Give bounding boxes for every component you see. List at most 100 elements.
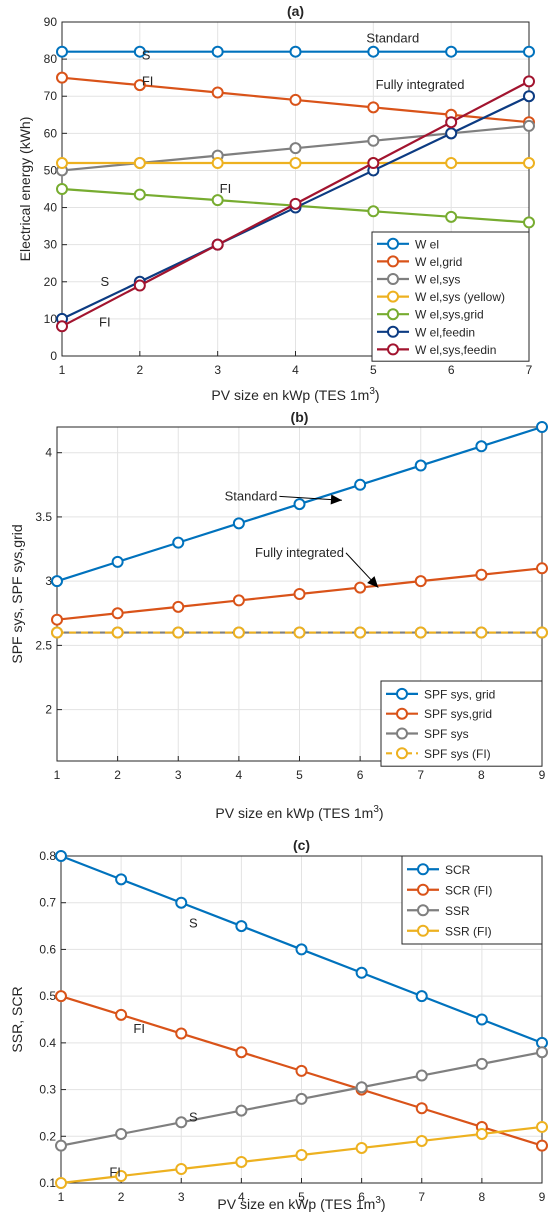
legend-swatch-marker	[417, 863, 429, 876]
x-tick-label: 4	[238, 1190, 245, 1204]
x-tick-label: 6	[448, 363, 455, 377]
data-point	[354, 581, 367, 594]
data-point	[536, 1120, 548, 1133]
data-point	[175, 1027, 188, 1040]
x-tick-label: 4	[236, 768, 243, 782]
data-point	[55, 850, 67, 862]
data-point	[111, 607, 124, 620]
data-point	[172, 626, 185, 639]
data-point	[414, 575, 427, 588]
y-tick-label: 50	[44, 163, 58, 177]
annotation: FI	[220, 181, 232, 196]
x-axis-label: PV size en kWp (TES 1m3)	[215, 804, 383, 821]
data-point	[523, 45, 535, 58]
data-point	[235, 1104, 248, 1117]
data-point	[115, 1008, 128, 1021]
y-tick-label: 60	[44, 126, 58, 140]
data-point	[355, 966, 368, 979]
data-point	[523, 216, 535, 229]
data-point	[414, 459, 427, 472]
legend-swatch-marker	[387, 308, 399, 321]
data-point	[51, 626, 63, 639]
x-tick-label: 8	[479, 1190, 486, 1204]
legend-swatch-marker	[396, 687, 408, 700]
x-tick-label: 3	[178, 1190, 185, 1204]
legend-swatch-marker	[417, 924, 429, 937]
data-point	[56, 320, 68, 333]
annotation: S	[189, 916, 198, 931]
data-point	[523, 157, 535, 170]
annotation: S	[100, 274, 109, 289]
data-point	[56, 157, 68, 170]
data-point	[133, 79, 146, 92]
x-tick-label: 5	[298, 1190, 305, 1204]
data-point	[56, 71, 68, 84]
data-point	[55, 1177, 67, 1189]
data-point	[211, 86, 224, 99]
data-point	[475, 1057, 488, 1070]
data-point	[133, 279, 146, 292]
data-point	[475, 568, 488, 581]
y-tick-label: 0.6	[39, 942, 56, 956]
data-point	[232, 517, 245, 530]
data-point	[523, 119, 535, 132]
x-tick-label: 2	[114, 768, 121, 782]
data-point	[415, 990, 428, 1003]
data-point	[367, 101, 380, 114]
legend-label: W el	[415, 237, 439, 251]
annotation: S	[142, 47, 151, 62]
data-point	[414, 626, 427, 639]
data-point	[175, 1162, 188, 1175]
data-point	[445, 210, 458, 223]
annotation: Fully integrated	[376, 77, 465, 92]
data-point	[295, 1092, 308, 1105]
data-point	[475, 1013, 488, 1026]
y-axis-label: SPF sys, SPF sys,grid	[9, 524, 25, 663]
data-point	[115, 1127, 128, 1140]
x-tick-label: 3	[214, 363, 221, 377]
legend-label: SPF sys,grid	[424, 707, 492, 721]
data-point	[55, 990, 67, 1003]
legend: SCR SCR (FI) SSR SSR (FI)	[401, 855, 543, 945]
legend-swatch-marker	[417, 904, 429, 917]
data-point	[475, 440, 488, 453]
x-tick-label: 1	[58, 1190, 65, 1204]
legend-swatch-marker	[387, 273, 399, 285]
data-point	[293, 498, 306, 511]
x-tick-label: 7	[417, 768, 424, 782]
legend-swatch-marker	[417, 883, 429, 896]
data-point	[133, 157, 146, 170]
panel-c: 1 2 3 4 5 6 7 8 9 0.1 0.2 0.3 0.4 0.5 0.6 0.7 0.8 (c) PV s…	[9, 837, 548, 1212]
annotation: S	[189, 1110, 198, 1125]
data-point	[115, 873, 128, 886]
data-point	[445, 127, 458, 140]
x-tick-label: 2	[118, 1190, 125, 1204]
x-tick-label: 2	[136, 363, 143, 377]
x-tick-label: 5	[370, 363, 377, 377]
data-point	[445, 157, 458, 170]
y-tick-label: 40	[44, 201, 58, 215]
x-tick-label: 9	[539, 768, 546, 782]
annotation: FI	[99, 315, 111, 330]
legend-label: SPF sys, grid	[424, 687, 495, 701]
data-point	[475, 1127, 488, 1140]
legend-swatch-marker	[387, 343, 399, 356]
x-axis-label: PV size en kWp (TES 1m3)	[217, 1195, 385, 1212]
data-point	[51, 575, 63, 588]
y-tick-label: 0.3	[39, 1083, 56, 1097]
x-tick-label: 4	[292, 363, 299, 377]
data-point	[235, 920, 248, 933]
data-point	[293, 626, 306, 639]
data-point	[289, 142, 302, 155]
data-point	[289, 197, 302, 210]
data-point	[536, 562, 548, 575]
y-tick-label: 2.5	[35, 638, 52, 652]
data-point	[355, 1141, 368, 1154]
data-point	[445, 116, 458, 129]
y-tick-label: 3	[45, 574, 52, 588]
data-point	[354, 626, 367, 639]
data-point	[295, 1148, 308, 1161]
data-point	[56, 45, 68, 58]
legend-swatch-marker	[396, 707, 408, 720]
